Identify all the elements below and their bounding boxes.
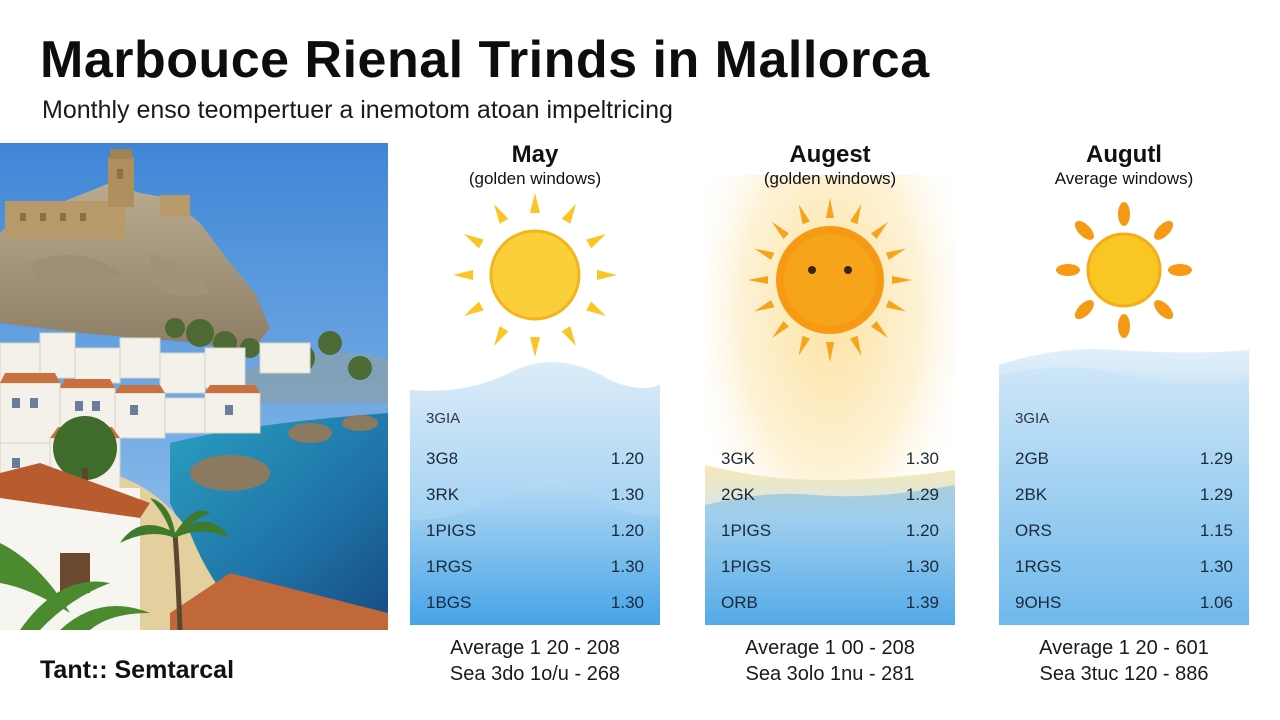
- summary-average: Average 1 00 - 208: [745, 637, 915, 659]
- row-value: 1.06: [1199, 593, 1233, 612]
- row-code: 3RK: [426, 485, 460, 504]
- row-code: 3GK: [721, 449, 756, 468]
- row-value: 1.20: [905, 521, 939, 540]
- row-code: 2GB: [1015, 449, 1050, 468]
- row-value: 1.30: [610, 485, 644, 504]
- sun-icon: [1056, 202, 1192, 338]
- row-code: 9OHS: [1015, 593, 1062, 612]
- card-background: [999, 349, 1249, 625]
- month-card-augutl: Augutl Average windows) 3GIA 2GB 1.29 2B…: [999, 135, 1249, 630]
- row-value: 1.29: [1199, 449, 1233, 468]
- summary-augutl: Average 1 20 - 601 Sea 3tuc 120 - 886: [999, 635, 1249, 687]
- table-row: 1RGS 1.30: [1015, 557, 1233, 581]
- row-value: 1.29: [905, 485, 939, 504]
- table-row: 1BGS 1.30: [426, 593, 644, 617]
- card-month: Augest: [789, 141, 871, 168]
- card-month: Augutl: [1086, 141, 1162, 168]
- row-value: 1.30: [1199, 557, 1233, 576]
- month-card-augest: Augest (golden windows) 3GK 1.30: [705, 135, 955, 630]
- row-value: 1.20: [610, 521, 644, 540]
- table-row: 2GB 1.29: [1015, 449, 1233, 473]
- table-row: ORB 1.39: [721, 593, 939, 617]
- card-background: [410, 362, 660, 625]
- summary-may: Average 1 20 - 208 Sea 3do 1o/u - 268: [410, 635, 660, 687]
- table-row: 1RGS 1.30: [426, 557, 644, 581]
- table-row: 1PIGS 1.30: [721, 557, 939, 581]
- summary-sea: Sea 3olo 1nu - 281: [745, 663, 915, 685]
- table-row: 2GK 1.29: [721, 485, 939, 509]
- row-code: 1PIGS: [721, 521, 772, 540]
- page-subtitle: Monthly enso teompertuer a inemotom atoa…: [42, 96, 673, 124]
- mallorca-coast-photo: [0, 143, 388, 630]
- table-row: 1PIGS 1.20: [721, 521, 939, 545]
- smiling-sun-icon: [748, 198, 912, 362]
- summary-average: Average 1 20 - 601: [1039, 637, 1209, 659]
- summary-sea: Sea 3do 1o/u - 268: [449, 663, 621, 685]
- row-code: 2GK: [721, 485, 756, 504]
- row-code: 2BK: [1015, 485, 1048, 504]
- card-caption: Average windows): [1054, 169, 1194, 188]
- row-code: 1PIGS: [721, 557, 772, 576]
- row-value: 1.29: [1199, 485, 1233, 504]
- table-row: 2BK 1.29: [1015, 485, 1233, 509]
- table-row: ORS 1.15: [1015, 521, 1233, 545]
- row-code: 3G8: [426, 449, 459, 468]
- page-title: Marbouce Rienal Trinds in Mallorca: [40, 31, 930, 89]
- month-card-may: May (golden windows) 3GIA 3G8 1.20: [410, 135, 660, 630]
- card-header-code: 3GIA: [1015, 410, 1050, 427]
- footer-label: Tant:: Semtarcal: [40, 656, 235, 684]
- table-row: 3G8 1.20: [426, 449, 644, 473]
- summary-average: Average 1 20 - 208: [450, 637, 620, 659]
- row-code: 1RGS: [426, 557, 473, 576]
- row-value: 1.15: [1199, 521, 1233, 540]
- row-value: 1.39: [905, 593, 939, 612]
- card-month: May: [511, 141, 559, 168]
- sun-icon: [453, 193, 617, 357]
- row-value: 1.30: [610, 557, 644, 576]
- row-value: 1.30: [905, 449, 939, 468]
- table-row: 3GK 1.30: [721, 449, 939, 473]
- table-row: 3RK 1.30: [426, 485, 644, 509]
- row-value: 1.20: [610, 449, 644, 468]
- card-header-code: 3GIA: [426, 410, 461, 427]
- summary-sea: Sea 3tuc 120 - 886: [1039, 663, 1209, 685]
- row-code: ORS: [1015, 521, 1052, 540]
- row-code: 1RGS: [1015, 557, 1062, 576]
- row-code: ORB: [721, 593, 758, 612]
- card-caption: (golden windows): [468, 169, 602, 188]
- row-code: 1BGS: [426, 593, 472, 612]
- row-value: 1.30: [905, 557, 939, 576]
- summary-augest: Average 1 00 - 208 Sea 3olo 1nu - 281: [705, 635, 955, 687]
- table-row: 1PIGS 1.20: [426, 521, 644, 545]
- row-code: 1PIGS: [426, 521, 477, 540]
- table-row: 9OHS 1.06: [1015, 593, 1233, 617]
- row-value: 1.30: [610, 593, 644, 612]
- card-caption: (golden windows): [763, 169, 897, 188]
